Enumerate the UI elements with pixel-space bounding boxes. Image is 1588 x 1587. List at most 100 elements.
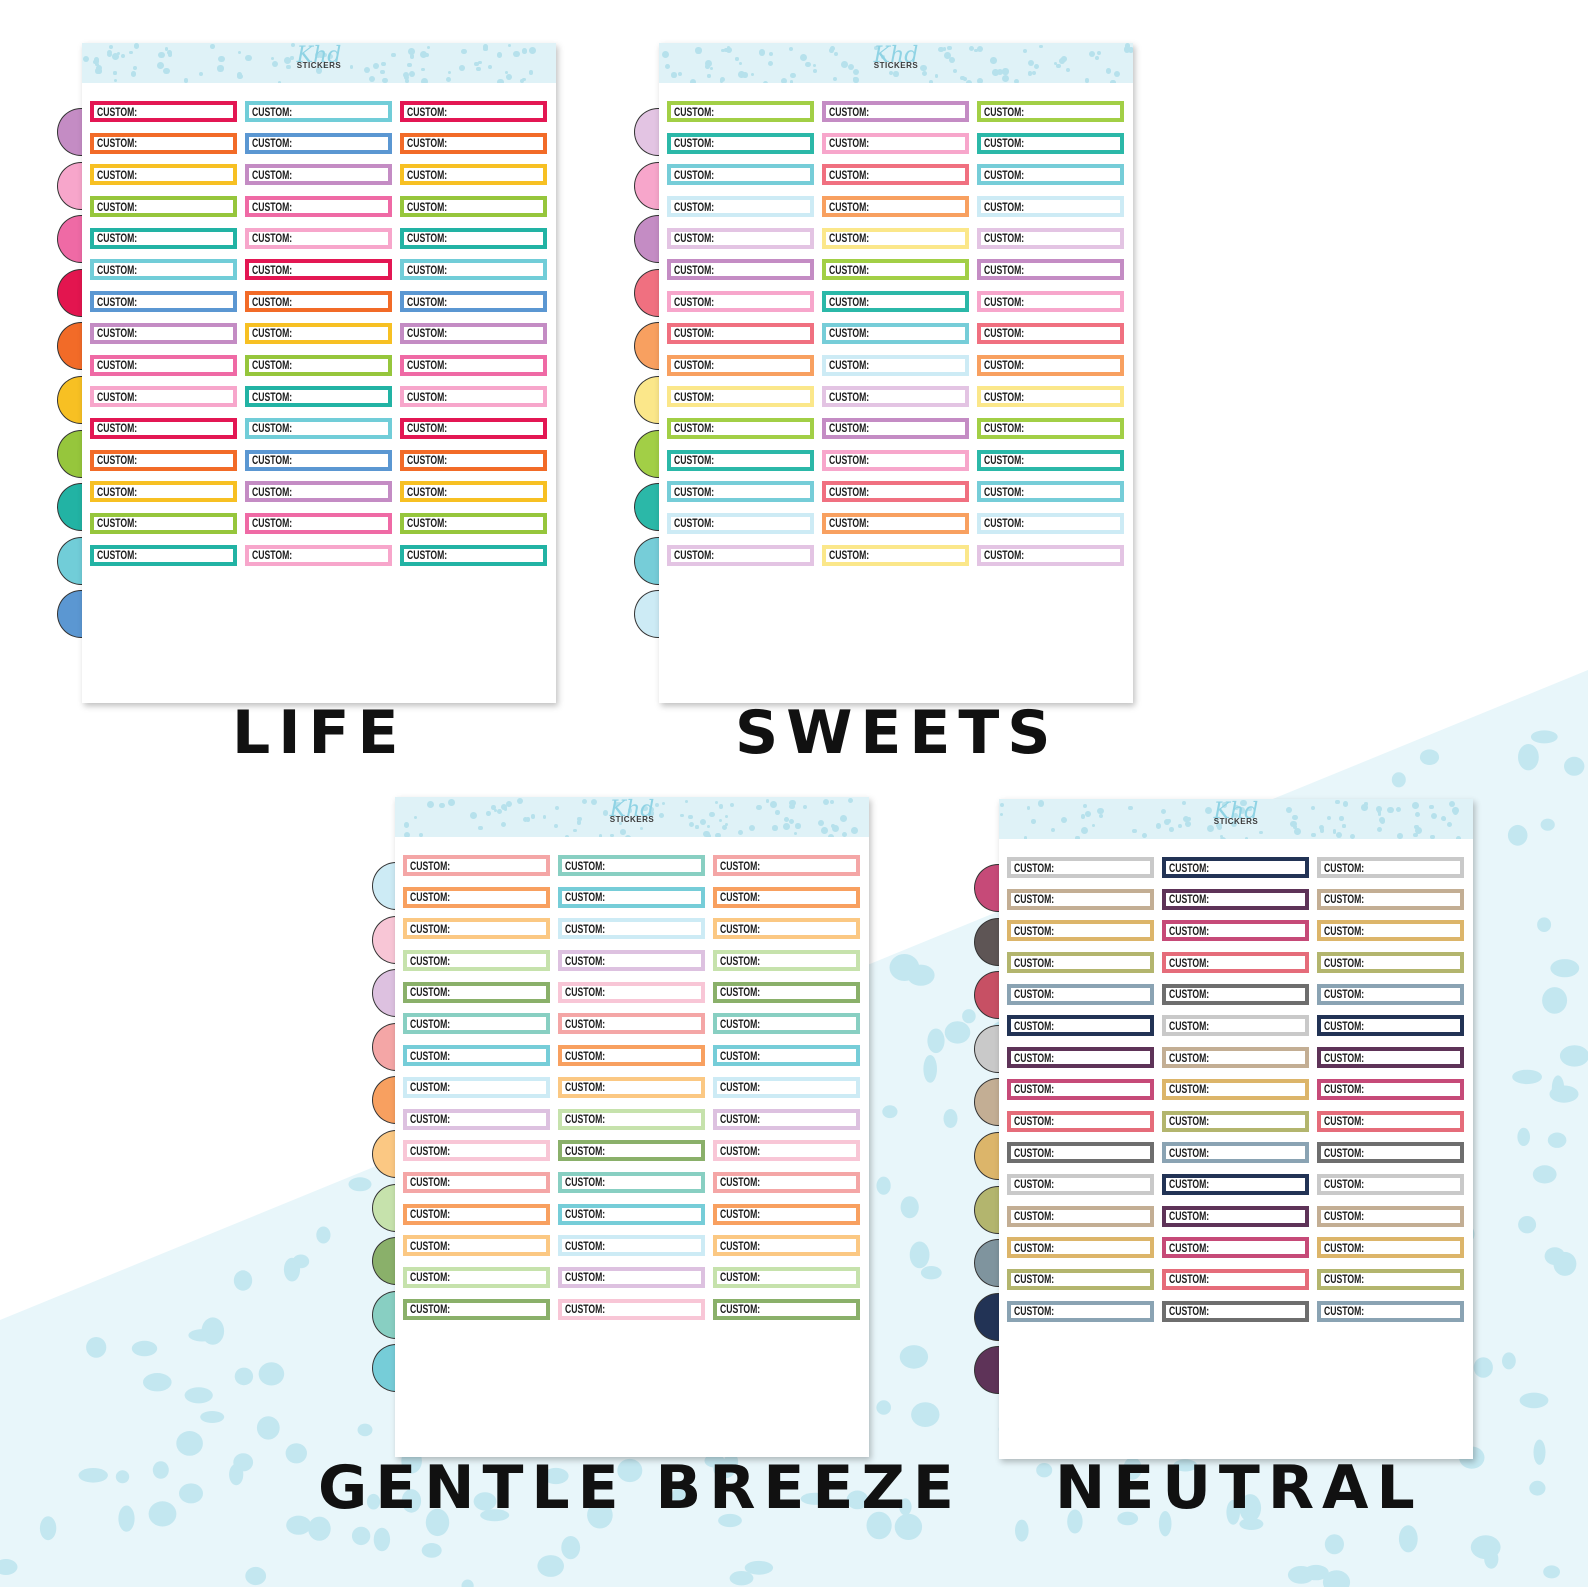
background-dot: [229, 1463, 244, 1486]
header-dot: [1167, 819, 1171, 823]
custom-label-text: CUSTOM:: [565, 1238, 606, 1253]
header-dot: [640, 826, 644, 830]
custom-label-sticker: CUSTOM:: [822, 164, 969, 186]
custom-label-text: CUSTOM:: [720, 1143, 761, 1158]
background-dot: [911, 1402, 940, 1427]
header-dot: [1181, 801, 1187, 806]
custom-label-sticker: CUSTOM:: [245, 291, 392, 313]
background-dot: [1550, 959, 1580, 978]
background-dot: [1530, 730, 1558, 744]
background-dot: [920, 1266, 942, 1280]
custom-label-text: CUSTOM:: [1014, 923, 1055, 938]
custom-label-text: CUSTOM:: [674, 326, 715, 341]
header-dot: [724, 814, 729, 819]
brand-logo: Khd STICKERS: [296, 43, 342, 71]
header-dot: [497, 809, 503, 815]
custom-label-sticker: CUSTOM:: [713, 918, 860, 940]
custom-label-sticker: CUSTOM:: [400, 291, 547, 313]
custom-label-text: CUSTOM:: [565, 1270, 606, 1285]
header-dot: [688, 814, 693, 820]
custom-label-sticker: CUSTOM:: [245, 544, 392, 566]
custom-label-sticker: CUSTOM:: [90, 512, 237, 534]
caption-neutral: NEUTRAL: [1055, 1453, 1423, 1523]
custom-label-sticker: CUSTOM:: [90, 259, 237, 281]
custom-label-sticker: CUSTOM:: [1007, 1300, 1154, 1322]
custom-label-sticker: CUSTOM:: [245, 322, 392, 344]
header-dot: [315, 67, 323, 75]
header-dot: [1413, 832, 1418, 838]
custom-label-sticker: CUSTOM:: [1317, 888, 1464, 910]
header-dot: [1376, 806, 1382, 812]
custom-label-text: CUSTOM:: [720, 1207, 761, 1222]
custom-label-sticker: CUSTOM:: [558, 855, 705, 876]
header-dot: [938, 46, 944, 53]
background-dot: [927, 1028, 945, 1054]
custom-label-sticker: CUSTOM:: [558, 1298, 705, 1320]
header-dot: [237, 50, 242, 55]
header-dot: [504, 70, 508, 74]
custom-label-sticker: CUSTOM:: [245, 259, 392, 281]
header-dot: [655, 803, 660, 808]
custom-label-sticker: CUSTOM:: [558, 1203, 705, 1225]
header-dot: [93, 57, 99, 63]
header-dot: [1431, 812, 1438, 819]
custom-label-sticker: CUSTOM:: [90, 164, 237, 186]
header-dot: [522, 816, 529, 823]
custom-label-sticker: CUSTOM:: [822, 386, 969, 408]
custom-label-text: CUSTOM:: [1014, 1209, 1055, 1224]
header-dot: [618, 821, 623, 825]
header-dot: [1080, 827, 1088, 835]
header-dot: [409, 70, 416, 77]
header-dot: [678, 72, 683, 77]
custom-label-text: CUSTOM:: [674, 516, 715, 531]
background-dot: [672, 1485, 695, 1506]
header-dot: [497, 78, 504, 83]
header-dot: [111, 52, 119, 60]
header-dot: [1128, 805, 1133, 811]
custom-label-sticker: CUSTOM:: [1162, 1047, 1309, 1069]
custom-label-text: CUSTOM:: [252, 326, 293, 341]
header-dot: [802, 805, 807, 810]
custom-label-sticker: CUSTOM:: [403, 918, 550, 940]
header-dot: [703, 830, 710, 837]
custom-label-text: CUSTOM:: [674, 358, 715, 372]
custom-label-text: CUSTOM:: [565, 858, 606, 873]
custom-label-sticker: CUSTOM:: [1162, 1142, 1309, 1164]
custom-label-sticker: CUSTOM:: [245, 132, 392, 154]
custom-label-sticker: CUSTOM:: [558, 886, 705, 908]
custom-label-sticker: CUSTOM:: [822, 196, 969, 218]
custom-label-text: CUSTOM:: [1324, 1082, 1365, 1097]
header-dot: [724, 822, 729, 827]
custom-label-text: CUSTOM:: [1169, 1304, 1210, 1319]
custom-label-text: CUSTOM:: [1169, 1209, 1210, 1224]
brand-logo: Khd STICKERS: [609, 797, 655, 825]
header-dot: [812, 64, 816, 68]
header-dot: [1169, 827, 1175, 832]
custom-label-text: CUSTOM:: [984, 516, 1025, 531]
header-dot: [721, 824, 728, 831]
custom-label-sticker: CUSTOM:: [667, 512, 814, 534]
header-dot: [1395, 806, 1401, 813]
header-dot: [850, 827, 858, 835]
header-dot: [969, 45, 975, 52]
background-dot: [131, 1340, 158, 1357]
header-dot: [284, 57, 292, 65]
header-dot: [680, 813, 685, 818]
header-dot: [496, 52, 503, 58]
custom-label-sticker: CUSTOM:: [400, 132, 547, 154]
custom-label-text: CUSTOM:: [674, 167, 715, 182]
header-dot: [1448, 800, 1455, 807]
header-dot: [1339, 816, 1344, 821]
custom-label-text: CUSTOM:: [410, 921, 451, 936]
background-dot: [201, 1317, 225, 1345]
header-dot: [1397, 832, 1403, 839]
custom-label-sticker: CUSTOM:: [1317, 983, 1464, 1005]
custom-label-sticker: CUSTOM:: [558, 1076, 705, 1098]
custom-label-text: CUSTOM:: [720, 953, 761, 968]
background-dot: [866, 1511, 892, 1540]
header-dot: [727, 45, 731, 50]
header-dot: [1187, 817, 1192, 822]
custom-label-sticker: CUSTOM:: [1007, 952, 1154, 974]
background-dot: [1123, 1457, 1142, 1480]
header-dot: [1231, 820, 1238, 827]
